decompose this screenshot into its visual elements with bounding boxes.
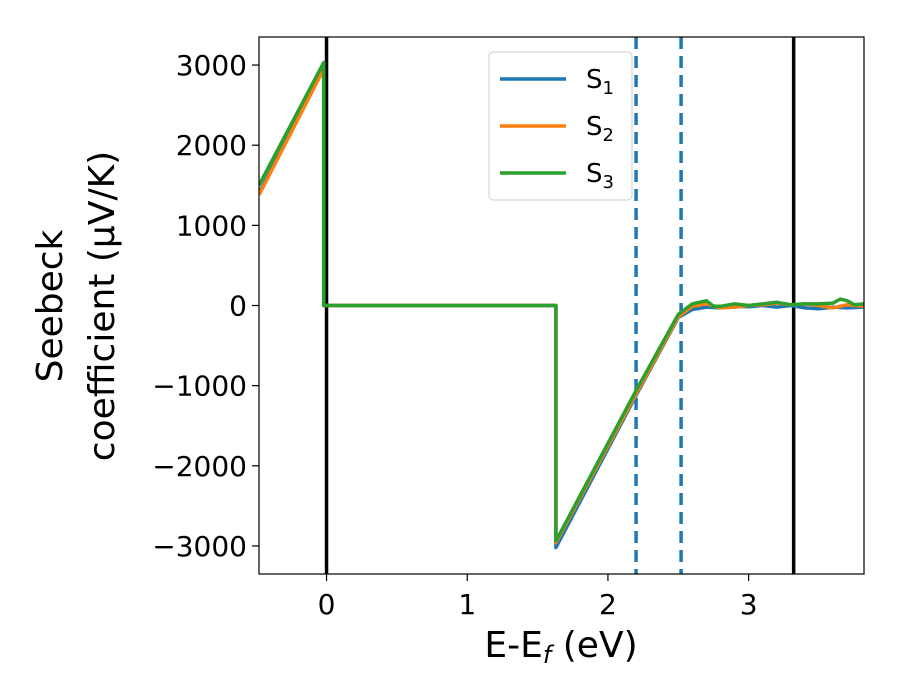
y-tick-label: 2000 <box>176 129 247 162</box>
x-tick-label: 1 <box>458 588 476 621</box>
y-axis-label-line2: coefficient (μV/K) <box>82 151 123 461</box>
series-lines <box>259 60 864 550</box>
y-tick-label: 3000 <box>176 49 247 82</box>
y-tick-label: −3000 <box>152 530 247 563</box>
x-tick-label: 0 <box>318 588 336 621</box>
y-tick-label: 0 <box>229 290 247 323</box>
y-axis-ticks: −3000 −2000 −1000 0 1000 2000 3000 <box>152 49 259 563</box>
legend-label-S2: S2 <box>586 112 614 146</box>
legend-label-S3: S3 <box>586 159 614 193</box>
legend-label-S1: S1 <box>586 65 614 99</box>
x-axis-label-unit: (eV) <box>551 625 637 666</box>
x-axis-ticks: 0 1 2 3 <box>318 574 758 621</box>
x-tick-label: 2 <box>599 588 617 621</box>
y-axis-label-line1: Seebeck <box>30 229 71 382</box>
x-axis-label-main: E-E <box>484 625 542 666</box>
y-tick-label: −2000 <box>152 450 247 483</box>
x-tick-label: 3 <box>740 588 758 621</box>
series-line-S3 <box>259 60 864 543</box>
legend: S1 S2 S3 <box>488 51 633 201</box>
y-tick-label: −1000 <box>152 370 247 403</box>
x-axis-label: E-Ef (eV) <box>484 625 637 669</box>
y-tick-label: 1000 <box>176 209 247 242</box>
